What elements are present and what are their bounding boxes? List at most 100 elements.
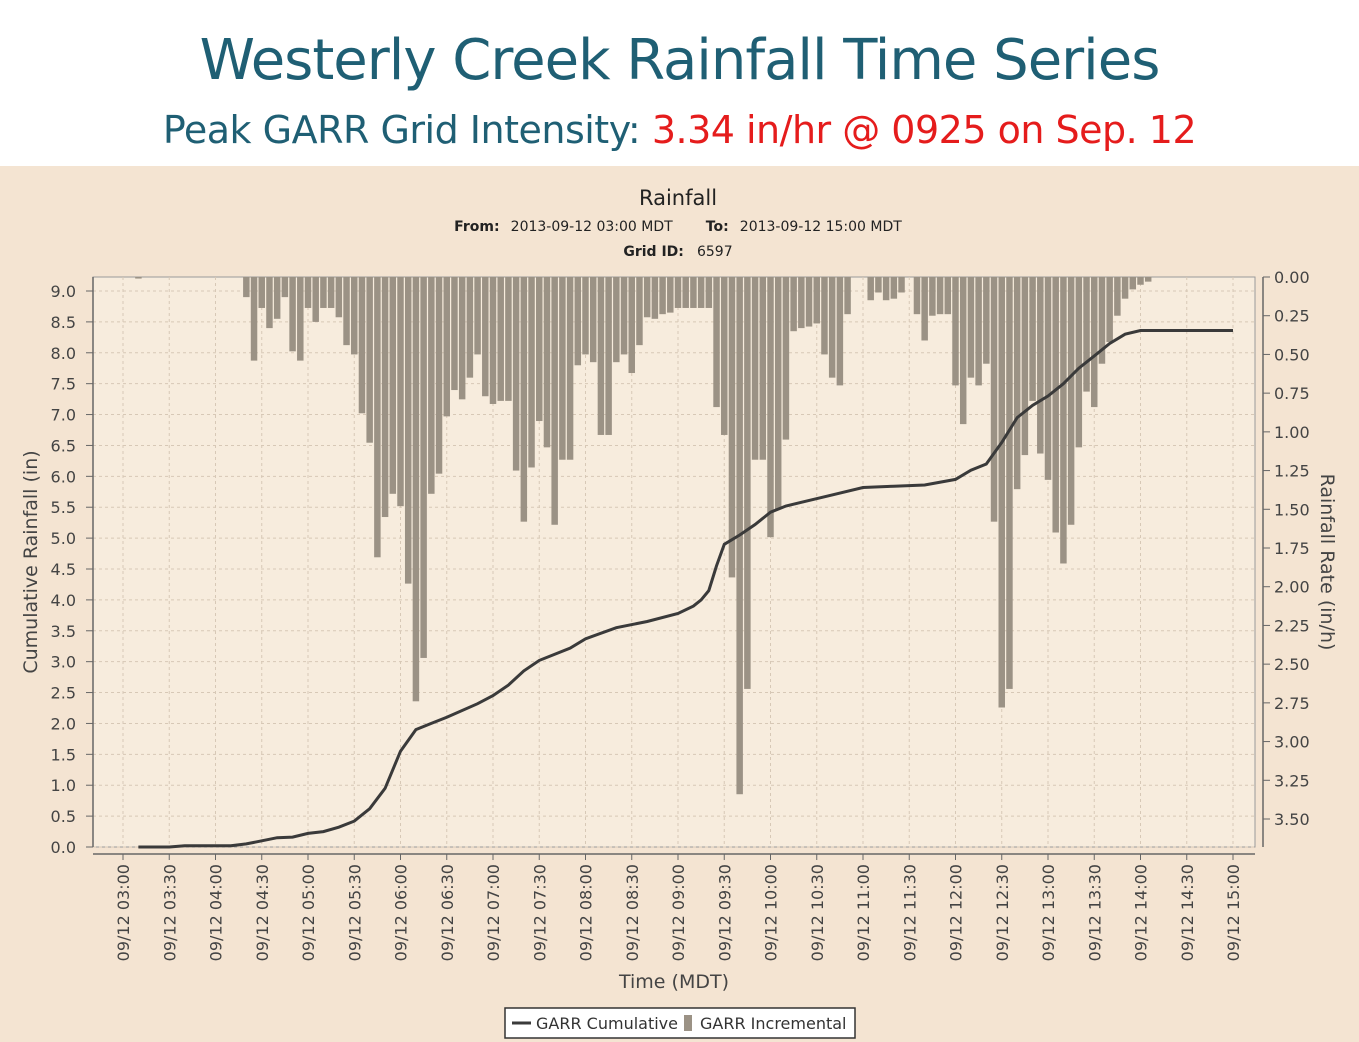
incremental-bar — [428, 277, 435, 494]
incremental-bar — [458, 277, 466, 400]
y-left-tick-label: 2.0 — [51, 714, 76, 733]
incremental-bar — [713, 277, 720, 408]
incremental-bar — [474, 277, 481, 355]
incremental-bar — [628, 277, 635, 374]
y-right-tick-label: 2.25 — [1274, 616, 1310, 635]
incremental-bar — [1037, 277, 1044, 454]
incremental-bar — [767, 277, 774, 538]
incremental-bar — [821, 277, 828, 355]
x-tick-label: 09/12 14:30 — [1178, 864, 1197, 961]
incremental-bar — [582, 277, 589, 355]
incremental-bar — [320, 277, 327, 308]
y-left-tick-label: 3.0 — [51, 653, 76, 672]
y-right-tick-label: 2.50 — [1274, 655, 1310, 674]
chart-grid-id: Grid ID: 6597 — [623, 241, 732, 260]
incremental-bar — [250, 277, 258, 361]
chart-title: Rainfall — [639, 186, 717, 210]
incremental-bar — [1144, 277, 1152, 282]
y-left-tick-label: 2.5 — [51, 684, 76, 703]
incremental-bar — [643, 277, 651, 318]
incremental-bar — [489, 277, 497, 404]
legend-incremental: GARR Incremental — [700, 1014, 846, 1033]
right-axis: 0.00 0.25 0.50 0.75 1.00 1.25 1.50 1.75 2.00 2.25… — [1262, 268, 1310, 847]
cumulative-line — [138, 329, 1233, 849]
y-left-tick-label: 4.0 — [51, 591, 76, 610]
y-right-tick-label: 3.00 — [1274, 733, 1310, 752]
incremental-bar — [435, 277, 443, 474]
incremental-bar — [921, 277, 928, 341]
left-axis: 0.0 0.5 1.0 1.5 2.0 2.5 3.0 3.5 4.0 4.5 5.0 5.5 6.0 6… — [51, 277, 94, 857]
y-left-tick-label: 5.0 — [51, 529, 76, 548]
incremental-bars — [135, 277, 1152, 795]
y-left-tick-label: 6.0 — [51, 467, 76, 486]
incremental-bar — [813, 277, 820, 324]
slide-title: Westerly Creek Rainfall Time Series — [199, 28, 1161, 93]
incremental-bar — [975, 277, 982, 386]
incremental-bar — [466, 277, 474, 378]
incremental-bar — [613, 277, 620, 363]
grid-label: Grid ID: — [623, 244, 684, 260]
incremental-bar — [867, 277, 874, 301]
y-right-tick-label: 0.50 — [1274, 345, 1310, 364]
incremental-bar — [589, 277, 597, 363]
incremental-bar — [936, 277, 944, 315]
incremental-bar — [1029, 277, 1036, 401]
incremental-bar — [1137, 277, 1144, 285]
incremental-bar — [705, 277, 713, 308]
y-right-tick-label: 1.25 — [1274, 462, 1310, 481]
x-axis: 09/12 03:00 09/12 03:30 09/12 04:00 09/12 0… — [93, 853, 1255, 961]
incremental-bar — [528, 277, 535, 468]
incremental-bar — [597, 277, 605, 435]
incremental-bar — [605, 277, 612, 435]
y-left-axis-title: Cumulative Rainfall (in) — [20, 450, 42, 673]
incremental-bar — [451, 277, 458, 391]
incremental-bar — [351, 277, 358, 355]
y-right-tick-label: 2.00 — [1274, 578, 1310, 597]
incremental-bar — [1114, 277, 1121, 316]
incremental-bar — [335, 277, 343, 318]
incremental-bar — [412, 277, 420, 702]
x-tick-label: 09/12 04:30 — [253, 864, 272, 961]
x-tick-label: 09/12 03:00 — [114, 864, 133, 961]
chart-range: From: 2013-09-12 03:00 MDT To: 2013-09-1… — [454, 216, 902, 235]
incremental-bar — [366, 277, 373, 443]
incremental-bar — [836, 277, 844, 386]
rainfall-chart: Rainfall From: 2013-09-12 03:00 MDT To: … — [20, 186, 1338, 1039]
incremental-bar — [1121, 277, 1129, 299]
incremental-bar — [381, 277, 389, 518]
incremental-bar — [744, 277, 751, 689]
incremental-bar — [1060, 277, 1067, 564]
incremental-bar — [967, 277, 975, 378]
legend-bar-swatch — [684, 1015, 692, 1031]
incremental-bar — [559, 277, 566, 460]
incremental-bar — [890, 277, 898, 299]
grid-value: 6597 — [697, 244, 733, 260]
incremental-bar — [512, 277, 520, 471]
incremental-bar — [289, 277, 296, 352]
incremental-bar — [297, 277, 304, 361]
incremental-bar — [404, 277, 412, 584]
incremental-bar — [1021, 277, 1029, 456]
incremental-bar — [243, 277, 250, 298]
y-right-tick-label: 0.00 — [1274, 268, 1310, 287]
incremental-bar — [651, 277, 659, 319]
incremental-bar — [659, 277, 666, 315]
x-tick-label: 09/12 06:00 — [392, 864, 411, 961]
incremental-bar — [875, 277, 882, 293]
y-right-tick-label: 3.25 — [1274, 771, 1310, 790]
incremental-bar — [389, 277, 397, 494]
peak-intensity: 3.34 in/hr @ 0925 on Sep. 12 — [651, 108, 1197, 152]
incremental-bar — [1091, 277, 1098, 408]
y-right-tick-label: 1.50 — [1274, 500, 1310, 519]
to-value: 2013-09-12 15:00 MDT — [740, 219, 902, 235]
y-right-tick-label: 1.75 — [1274, 539, 1310, 558]
incremental-bar — [574, 277, 582, 366]
incremental-bar — [998, 277, 1005, 708]
to-label: To: — [706, 219, 729, 235]
incremental-bar — [1013, 277, 1021, 490]
incremental-bar — [273, 277, 281, 319]
x-tick-label: 09/12 13:00 — [1039, 864, 1058, 961]
incremental-bar — [1006, 277, 1013, 689]
y-left-tick-label: 5.5 — [51, 498, 76, 517]
incremental-bar — [844, 277, 851, 315]
